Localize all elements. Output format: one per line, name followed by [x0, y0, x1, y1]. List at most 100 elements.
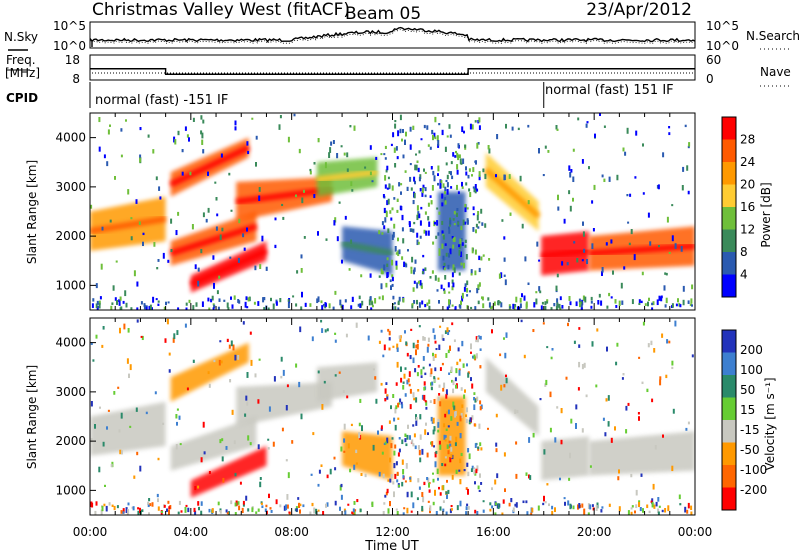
- scatter-point: [416, 214, 419, 221]
- scatter-point: [287, 299, 290, 302]
- scatter-point: [509, 306, 512, 309]
- scatter-point: [567, 322, 569, 327]
- scatter-point: [249, 442, 252, 446]
- y-tick-label: 3000: [55, 385, 86, 399]
- scatter-point: [274, 217, 277, 221]
- scatter-point: [125, 302, 128, 308]
- scatter-point: [424, 304, 427, 308]
- scatter-point: [448, 291, 451, 294]
- scatter-point: [283, 505, 286, 511]
- scatter-point: [381, 232, 384, 235]
- scatter-point: [607, 395, 610, 401]
- scatter-point: [395, 382, 398, 386]
- scatter-point: [229, 379, 232, 383]
- scatter-point: [554, 507, 556, 513]
- y-tick-label: 2000: [55, 434, 86, 448]
- scatter-point: [447, 450, 450, 455]
- scatter-point: [413, 433, 416, 438]
- scatter-point: [112, 285, 115, 291]
- scatter-point: [391, 276, 394, 282]
- scatter-point: [313, 162, 316, 165]
- scatter-point: [174, 139, 177, 145]
- scatter-point: [432, 417, 435, 424]
- scatter-point: [453, 223, 456, 226]
- scatter-point: [641, 381, 644, 385]
- scatter-point: [515, 441, 518, 445]
- scatter-point: [426, 452, 429, 458]
- scatter-point: [568, 296, 571, 301]
- scatter-point: [463, 394, 466, 399]
- scatter-point: [350, 181, 353, 186]
- scatter-point: [665, 297, 668, 304]
- scatter-point: [480, 208, 483, 214]
- scatter-point: [503, 257, 506, 262]
- scatter-point: [322, 511, 325, 515]
- scatter-point: [107, 409, 110, 412]
- scatter-point: [476, 214, 479, 221]
- scatter-point: [448, 226, 450, 230]
- scatter-point: [142, 241, 144, 247]
- scatter-point: [508, 502, 511, 507]
- scatter-point: [393, 463, 396, 469]
- scatter-point: [181, 171, 184, 176]
- scatter-point: [646, 388, 649, 393]
- scatter-point: [404, 393, 407, 397]
- scatter-point: [474, 184, 477, 190]
- scatter-point: [487, 145, 490, 150]
- scatter-point: [349, 125, 352, 128]
- scatter-point: [101, 226, 104, 231]
- scatter-point: [478, 174, 481, 181]
- scatter-point: [409, 435, 411, 440]
- scatter-point: [617, 476, 620, 481]
- scatter-point: [664, 508, 667, 513]
- scatter-point: [420, 285, 423, 289]
- scatter-point: [444, 439, 447, 442]
- scatter-point: [463, 130, 465, 134]
- freq-left-tick-high: 18: [65, 53, 80, 67]
- scatter-point: [555, 285, 558, 292]
- scatter-point: [464, 203, 467, 208]
- scatter-point: [355, 462, 358, 465]
- scatter-point: [522, 500, 525, 504]
- scatter-point: [445, 428, 448, 431]
- scatter-point: [273, 376, 276, 382]
- scatter-point: [438, 384, 441, 388]
- scatter-point: [550, 356, 553, 360]
- scatter-point: [334, 332, 337, 335]
- scatter-point: [216, 290, 219, 295]
- scatter-point: [453, 210, 456, 215]
- scatter-point: [515, 502, 518, 508]
- scatter-point: [393, 302, 396, 305]
- scatter-point: [422, 254, 425, 258]
- scatter-point: [432, 170, 435, 176]
- scatter-point: [212, 307, 215, 310]
- scatter-point: [478, 267, 481, 273]
- scatter-point: [359, 508, 362, 512]
- scatter-point: [448, 302, 451, 309]
- scatter-point: [431, 441, 434, 447]
- scatter-point: [278, 124, 281, 130]
- scatter-point: [475, 340, 478, 343]
- scatter-point: [420, 138, 423, 141]
- scatter-point: [473, 467, 476, 470]
- scatter-point: [267, 438, 270, 441]
- scatter-point: [671, 235, 674, 242]
- scatter-point: [505, 123, 507, 129]
- scatter-point: [434, 367, 437, 372]
- scatter-point: [638, 302, 641, 306]
- scatter-point: [120, 306, 123, 310]
- scatter-point: [317, 138, 320, 143]
- scatter-point: [317, 509, 320, 512]
- scatter-point: [338, 201, 341, 204]
- scatter-point: [476, 396, 479, 402]
- scatter-point: [342, 390, 345, 393]
- scatter-point: [148, 498, 151, 502]
- scatter-point: [431, 270, 434, 274]
- scatter-point: [477, 142, 480, 145]
- colorbar-segment: [722, 139, 736, 163]
- scatter-point: [185, 504, 188, 507]
- scatter-point: [423, 124, 426, 129]
- cpid-label-second: normal (fast) 151 IF: [545, 83, 674, 98]
- scatter-point: [426, 346, 429, 353]
- scatter-point: [495, 413, 498, 418]
